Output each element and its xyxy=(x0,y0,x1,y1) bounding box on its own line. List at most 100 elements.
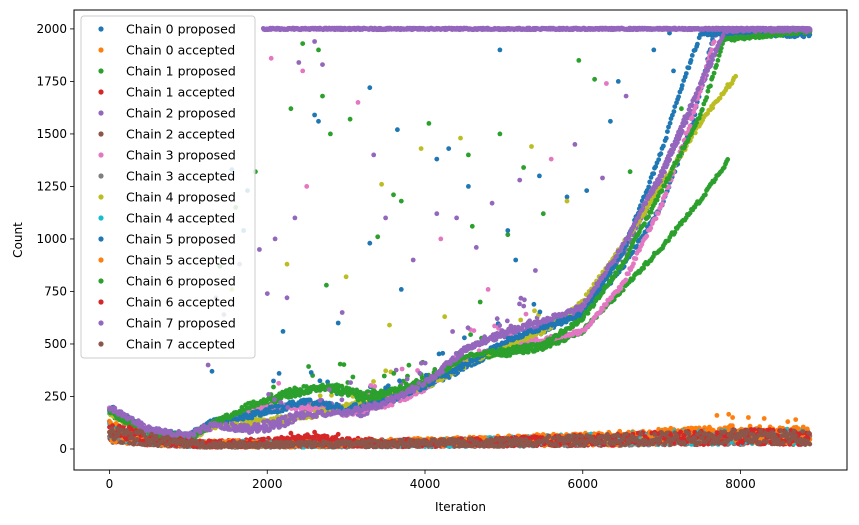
outlier-point xyxy=(395,127,400,133)
outlier-point xyxy=(304,184,310,189)
outlier-point xyxy=(533,268,538,273)
data-point xyxy=(687,123,693,129)
data-point xyxy=(383,368,389,374)
data-point xyxy=(325,379,330,385)
outlier-point xyxy=(576,58,582,63)
outlier-point xyxy=(623,93,629,99)
outlier-point xyxy=(280,329,286,334)
data-point xyxy=(471,328,477,333)
outlier-point xyxy=(355,100,361,105)
outlier-point xyxy=(391,192,396,198)
data-point xyxy=(644,233,650,239)
data-point xyxy=(348,380,353,385)
data-point xyxy=(618,286,624,291)
data-point xyxy=(393,367,399,373)
data-point xyxy=(711,39,717,45)
outlier-point xyxy=(572,142,578,147)
outlier-point xyxy=(537,173,542,179)
data-point xyxy=(329,392,334,398)
outlier-point xyxy=(615,79,621,84)
outlier-point xyxy=(375,234,381,240)
outlier-point xyxy=(410,257,416,263)
outlier-point xyxy=(726,411,732,417)
outlier-point xyxy=(513,257,519,263)
outlier-point xyxy=(312,429,317,435)
data-point xyxy=(691,110,697,115)
outlier-point xyxy=(627,169,633,175)
outlier-point xyxy=(312,112,317,118)
outlier-point xyxy=(288,430,294,436)
data-point xyxy=(687,210,693,216)
data-point xyxy=(368,383,374,388)
outlier-point xyxy=(264,291,270,296)
outlier-point xyxy=(335,320,341,326)
outlier-point xyxy=(426,121,432,126)
outlier-point xyxy=(300,68,306,74)
outlier-point xyxy=(497,47,503,53)
data-point xyxy=(653,216,659,222)
outlier-point xyxy=(540,211,546,217)
outlier-point xyxy=(268,55,274,61)
outlier-point xyxy=(316,47,321,53)
data-point xyxy=(633,256,639,262)
plot-area xyxy=(106,25,813,450)
data-point xyxy=(406,362,412,368)
outlier-point xyxy=(371,152,377,158)
outlier-point xyxy=(320,93,325,99)
data-point xyxy=(663,191,669,196)
data-point xyxy=(371,379,376,384)
data-point xyxy=(341,362,347,367)
data-point xyxy=(468,332,473,337)
data-point xyxy=(404,376,410,382)
data-point xyxy=(672,229,678,235)
data-point xyxy=(293,407,299,412)
outlier-point xyxy=(714,413,720,418)
outlier-point xyxy=(671,68,676,74)
outlier-point xyxy=(564,194,570,200)
data-point xyxy=(655,211,661,216)
outlier-point xyxy=(398,287,404,292)
outlier-point xyxy=(434,156,440,162)
outlier-point xyxy=(485,287,491,292)
data-point xyxy=(267,427,272,433)
data-point xyxy=(276,380,282,386)
data-point xyxy=(689,115,695,120)
data-point xyxy=(317,393,323,399)
outlier-point xyxy=(339,310,345,315)
data-point xyxy=(517,301,522,307)
outlier-point xyxy=(793,417,799,422)
outlier-point xyxy=(347,116,353,122)
data-point xyxy=(693,103,699,108)
data-point xyxy=(372,384,378,389)
data-point xyxy=(288,394,294,400)
outlier-point xyxy=(367,85,373,91)
outlier-point xyxy=(548,156,554,162)
data-point xyxy=(709,47,714,53)
outlier-point xyxy=(438,236,444,242)
outlier-point xyxy=(489,200,495,206)
data-point xyxy=(648,225,654,231)
outlier-point xyxy=(335,431,341,437)
data-point xyxy=(523,311,529,317)
outlier-point xyxy=(272,236,278,242)
data-point xyxy=(660,201,665,207)
outlier-point xyxy=(288,106,294,112)
outlier-point xyxy=(651,47,657,53)
data-point xyxy=(600,306,606,312)
data-point xyxy=(666,184,671,190)
data-point xyxy=(604,301,609,307)
data-point xyxy=(337,361,343,367)
data-point xyxy=(725,157,731,162)
data-point xyxy=(623,277,629,283)
outlier-point xyxy=(312,39,317,44)
outlier-point xyxy=(746,415,751,420)
outlier-point xyxy=(466,184,471,189)
data-point xyxy=(306,364,311,369)
outlier-point xyxy=(505,232,511,238)
data-point xyxy=(399,366,405,372)
outlier-point xyxy=(454,215,459,221)
outlier-point xyxy=(604,81,609,86)
data-point xyxy=(492,323,497,329)
data-point xyxy=(521,303,527,309)
